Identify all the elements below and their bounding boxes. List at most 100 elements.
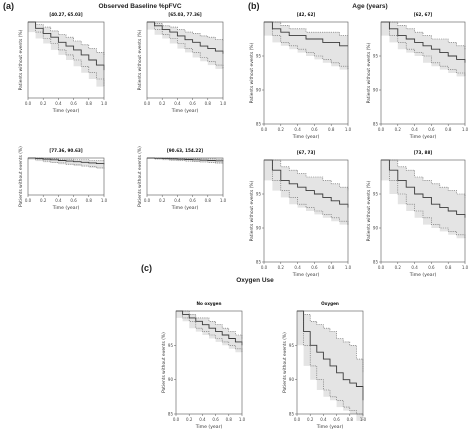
upper-bound-line-0 — [28, 21, 105, 57]
y-tick-label-3-2: 85 — [373, 122, 379, 127]
x-tick-label-7-1: 0.2 — [395, 265, 402, 270]
x-tick-label-4-0: 0.0 — [25, 198, 32, 203]
x-tick-label-2-0: 0.0 — [261, 127, 268, 132]
confidence-band-3 — [381, 22, 465, 77]
confidence-band-6 — [264, 160, 348, 225]
x-tick-label-8-4: 0.8 — [226, 417, 233, 422]
plot-frame-5 — [146, 157, 224, 196]
x-tick-label-8-0: 0.0 — [173, 417, 180, 422]
confidence-band-1 — [147, 22, 223, 69]
x-tick-label-5-0: 0.0 — [144, 198, 151, 203]
y-axis-label-1: Patients without events (%) — [137, 29, 143, 90]
upper-bound-line-6 — [264, 159, 349, 191]
survival-curve-1 — [147, 21, 224, 54]
x-tick-label-9-1: 0.2 — [307, 417, 314, 422]
x-axis-label-0: Time (year) — [52, 108, 80, 114]
plot-frame-8 — [175, 310, 243, 415]
x-axis-label-1: Time (year) — [171, 108, 199, 114]
upper-bound-line-7 — [381, 159, 466, 198]
panel-b-letter: (b) — [248, 1, 260, 11]
y-tick-label-8-0: 95 — [168, 343, 174, 348]
plot-frame-9 — [296, 310, 364, 415]
x-tick-label-2-3: 0.6 — [311, 127, 318, 132]
survival-curve-8 — [176, 310, 243, 346]
y-axis-label-6: Patients without events (%) — [249, 180, 255, 241]
y-axis-label-7: Patients without events (%) — [366, 180, 372, 241]
survival-curve-6 — [264, 159, 349, 208]
y-tick-label-8-2: 85 — [168, 412, 174, 417]
upper-bound-line-2 — [264, 21, 348, 36]
x-axis-label-7: Time (year) — [409, 272, 437, 278]
x-tick-label-3-1: 0.2 — [395, 127, 402, 132]
survival-curve-3 — [381, 21, 466, 63]
x-tick-label-5-5: 1.0 — [220, 198, 227, 203]
upper-bound-line-9 — [297, 310, 364, 373]
survival-curve-5 — [147, 157, 224, 162]
x-axis-label-6: Time (year) — [292, 272, 320, 278]
x-tick-label-9-2: 0.4 — [320, 417, 327, 422]
x-tick-label-9-0: 0.0 — [294, 417, 301, 422]
x-tick-label-6-3: 0.6 — [311, 265, 318, 270]
plot-title-3: [62, 67] — [414, 12, 433, 17]
x-tick-label-4-2: 0.4 — [55, 198, 62, 203]
x-tick-label-5-1: 0.2 — [159, 198, 166, 203]
panel-a-title: Observed Baseline %pFVC — [98, 3, 182, 10]
x-tick-label-2-5: 1.0 — [345, 127, 352, 132]
x-tick-label-8-5: 1.0 — [239, 417, 246, 422]
confidence-band-2 — [264, 22, 348, 70]
x-tick-label-5-3: 0.6 — [189, 198, 196, 203]
x-tick-label-6-0: 0.0 — [261, 265, 268, 270]
lower-bound-line-1 — [147, 21, 224, 69]
y-tick-label-6-1: 90 — [256, 226, 262, 231]
x-tick-label-4-5: 1.0 — [101, 198, 108, 203]
x-tick-label-0-4: 0.8 — [86, 101, 93, 106]
survival-curve-4 — [28, 157, 105, 165]
y-tick-label-6-2: 85 — [256, 260, 262, 265]
x-tick-label-1-4: 0.8 — [205, 101, 212, 106]
lower-bound-line-9 — [297, 310, 364, 421]
x-tick-label-0-5: 1.0 — [101, 101, 108, 106]
y-tick-label-7-2: 85 — [373, 260, 379, 265]
x-tick-label-1-0: 0.0 — [144, 101, 151, 106]
panel-a-letter: (a) — [3, 1, 14, 11]
y-axis-label-2: Patients without events (%) — [249, 42, 255, 103]
y-axis-label-0: Patients without events (%) — [18, 29, 24, 90]
plot-frame-1 — [146, 21, 224, 99]
lower-bound-line-3 — [381, 21, 466, 77]
y-tick-label-2-2: 85 — [256, 122, 262, 127]
x-tick-label-7-5: 1.0 — [462, 265, 469, 270]
x-tick-label-1-3: 0.6 — [189, 101, 196, 106]
x-tick-label-2-4: 0.8 — [328, 127, 335, 132]
y-tick-label-2-1: 90 — [256, 88, 262, 93]
plot-frame-3 — [380, 21, 466, 125]
x-axis-label-2: Time (year) — [292, 134, 320, 140]
x-tick-label-3-0: 0.0 — [378, 127, 385, 132]
x-tick-label-5-4: 0.8 — [205, 198, 212, 203]
x-tick-label-2-1: 0.2 — [278, 127, 285, 132]
y-axis-label-5: Patients without events (%) — [137, 146, 143, 207]
x-tick-label-7-4: 0.8 — [445, 265, 452, 270]
x-axis-label-9: Time (year) — [316, 424, 344, 430]
plot-frame-7 — [380, 159, 466, 263]
plot-title-5: [90.63, 154.22] — [167, 148, 203, 153]
x-tick-label-0-2: 0.4 — [55, 101, 62, 106]
panel-c-title: Oxygen Use — [236, 277, 274, 284]
y-tick-label-7-0: 95 — [373, 192, 379, 197]
x-tick-label-8-2: 0.4 — [199, 417, 206, 422]
plot-title-4: [77.36, 90.63] — [49, 148, 82, 153]
y-tick-label-3-1: 90 — [373, 88, 379, 93]
plot-title-1: [65.03, 77.36] — [168, 12, 201, 17]
x-tick-label-2-2: 0.4 — [294, 127, 301, 132]
confidence-band-7 — [381, 160, 465, 239]
y-tick-label-9-0: 95 — [289, 343, 295, 348]
x-tick-label-6-2: 0.4 — [294, 265, 301, 270]
plot-frame-4 — [27, 157, 105, 196]
x-tick-label-9-4: 0.8 — [347, 417, 354, 422]
x-tick-label-6-4: 0.8 — [328, 265, 335, 270]
y-tick-label-7-1: 90 — [373, 226, 379, 231]
x-tick-label-6-1: 0.2 — [278, 265, 285, 270]
panel-c-letter: (c) — [141, 263, 152, 273]
x-tick-label-3-2: 0.4 — [411, 127, 418, 132]
x-tick-label-1-5: 1.0 — [220, 101, 227, 106]
